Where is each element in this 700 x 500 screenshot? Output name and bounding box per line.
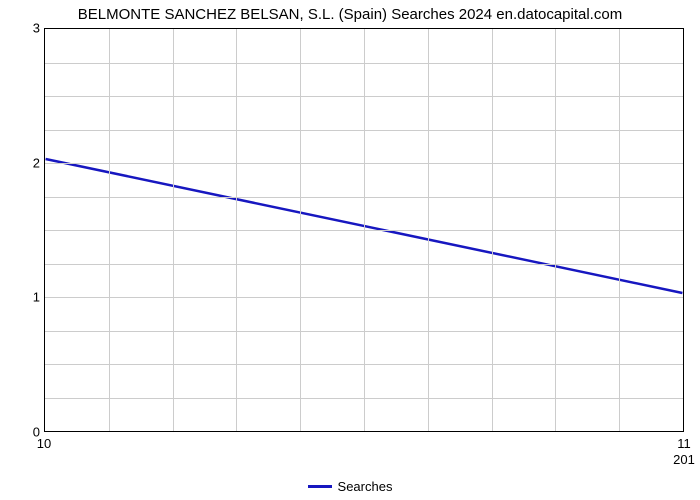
gridline-horizontal (45, 63, 683, 64)
gridline-horizontal (45, 331, 683, 332)
legend: Searches (0, 479, 700, 494)
chart-container: BELMONTE SANCHEZ BELSAN, S.L. (Spain) Se… (0, 0, 700, 500)
y-tick-label: 2 (10, 155, 40, 170)
y-tick-label: 3 (10, 21, 40, 36)
legend-label: Searches (338, 479, 393, 494)
gridline-horizontal (45, 230, 683, 231)
gridline-horizontal (45, 163, 683, 164)
gridline-horizontal (45, 398, 683, 399)
x-tick-label: 11 (677, 436, 691, 451)
gridline-horizontal (45, 297, 683, 298)
y-tick-label: 1 (10, 290, 40, 305)
gridline-horizontal (45, 130, 683, 131)
x-sub-label: 201 (673, 452, 695, 467)
plot-area (44, 28, 684, 432)
gridline-horizontal (45, 264, 683, 265)
y-tick-label: 0 (10, 425, 40, 440)
gridline-horizontal (45, 364, 683, 365)
chart-title: BELMONTE SANCHEZ BELSAN, S.L. (Spain) Se… (0, 6, 700, 23)
gridline-horizontal (45, 96, 683, 97)
x-tick-label: 10 (37, 436, 51, 451)
gridline-horizontal (45, 197, 683, 198)
legend-swatch (308, 485, 332, 488)
